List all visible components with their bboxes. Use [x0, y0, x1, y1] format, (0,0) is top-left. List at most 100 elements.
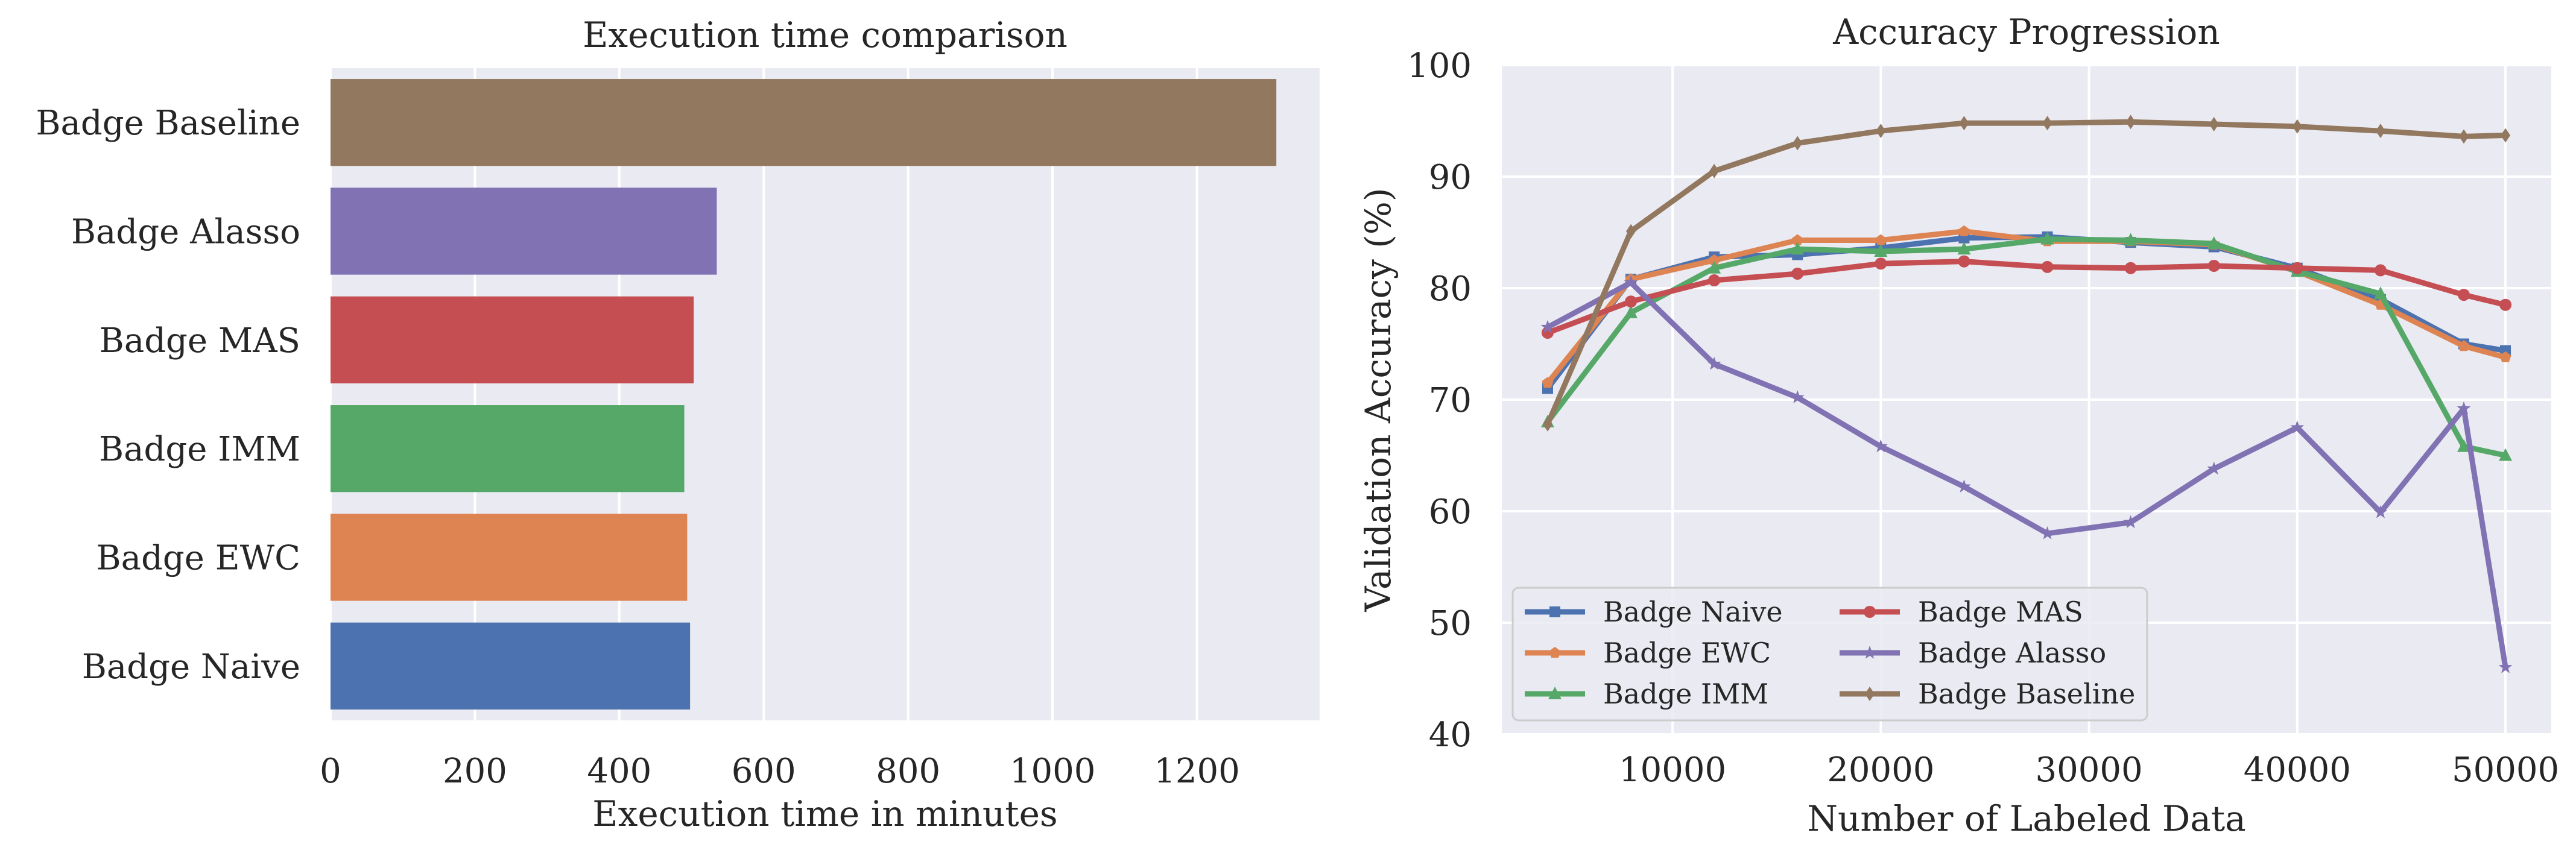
data-point-badge-imm	[2373, 286, 2387, 300]
line-y-tick-label: 60	[1429, 493, 1472, 532]
legend: Badge Naive Badge EWC Badge IMM Badge MAS Ba…	[1511, 587, 2148, 722]
line-x-tick-label: 50000	[2452, 751, 2559, 790]
legend-marker	[1549, 647, 1561, 658]
data-point-badge-imm	[1874, 244, 1888, 257]
data-point-badge-ewc	[1958, 225, 1970, 236]
bar-gridlines	[329, 68, 1198, 720]
data-point-badge-mas	[2124, 262, 2137, 274]
data-point-badge-mas	[1791, 267, 1804, 280]
data-point-badge-mas	[2207, 260, 2220, 272]
data-point-badge-imm	[1791, 242, 1805, 255]
bar-x-tick-labels: 0 200 400 600 800 1000 1200	[320, 752, 1240, 791]
line-y-tick-label: 40	[1429, 716, 1472, 755]
series-badge-baseline	[1542, 115, 2511, 432]
legend-label: Badge Alasso	[1918, 637, 2106, 669]
bar-y-tick-labels: Badge Baseline Badge Alasso Badge MAS Badge…	[36, 104, 300, 687]
data-point-badge-baseline	[2042, 116, 2052, 131]
bar-series	[331, 79, 1277, 710]
data-point-badge-imm	[2207, 236, 2221, 249]
data-point-badge-alasso	[1707, 356, 1721, 370]
data-point-badge-alasso	[2373, 505, 2388, 518]
legend-marker	[1862, 646, 1877, 659]
series-badge-mas	[1541, 255, 2512, 339]
line-x-tick-label: 20000	[1827, 751, 1934, 790]
data-point-badge-mas	[2374, 264, 2387, 277]
data-point-badge-baseline	[2501, 128, 2511, 143]
bar-x-tick-label: 600	[732, 752, 796, 791]
line-y-tick-labels: 40 50 60 70 80 90 100	[1407, 46, 1472, 755]
series-badge-imm	[1540, 231, 2513, 461]
bar-x-tick-label: 800	[876, 752, 940, 791]
data-point-badge-alasso	[2040, 526, 2054, 540]
line-y-axis-label: Validation Accuracy (%)	[1358, 187, 1399, 612]
data-point-badge-alasso	[2498, 660, 2513, 673]
line-y-tick-label: 50	[1429, 604, 1472, 643]
bar-x-tick-label: 0	[320, 752, 341, 791]
data-point-badge-baseline	[2459, 129, 2469, 144]
data-point-badge-alasso	[1624, 275, 1638, 289]
data-point-badge-mas	[2458, 289, 2470, 301]
line-y-tick-label: 70	[1429, 381, 1472, 420]
data-point-badge-baseline	[2375, 124, 2385, 139]
legend-box	[1511, 587, 2148, 722]
bar-x-tick-label: 1200	[1154, 752, 1240, 791]
data-point-badge-baseline	[1542, 417, 1552, 432]
data-point-badge-imm	[1957, 242, 1971, 255]
bar-y-tick-label: Badge Alasso	[71, 213, 300, 252]
bar-badge-naive	[331, 622, 691, 710]
data-point-badge-alasso	[1873, 439, 1888, 453]
accuracy-progression-chart: 10000 20000 30000 40000 50000 40 50 60 70 80 90 10…	[1358, 11, 2559, 839]
legend-marker	[1548, 687, 1562, 699]
bar-badge-alasso	[331, 187, 717, 275]
bar-x-tick-label: 400	[587, 752, 651, 791]
bar-badge-imm	[331, 405, 685, 493]
bar-plot-area	[331, 68, 1320, 720]
bar-y-tick-label: Badge Naive	[82, 647, 300, 687]
data-point-badge-alasso	[2457, 401, 2471, 415]
data-point-badge-alasso	[1957, 479, 1971, 493]
line-x-tick-label: 10000	[1619, 751, 1726, 790]
data-point-badge-imm	[1624, 305, 1638, 318]
data-point-badge-ewc	[2458, 340, 2470, 351]
data-point-badge-ewc	[1542, 377, 1554, 388]
bar-chart-title: Execution time comparison	[583, 14, 1068, 55]
line-x-tick-label: 40000	[2244, 751, 2351, 790]
bar-y-tick-label: Badge MAS	[100, 321, 300, 360]
data-point-badge-baseline	[1626, 224, 1636, 239]
execution-time-chart: 0 200 400 600 800 1000 1200 Badge BaselineBadg…	[36, 14, 1320, 834]
legend-item-badge-imm: Badge IMM	[1525, 678, 1768, 710]
data-point-badge-alasso	[2290, 420, 2305, 433]
data-point-badge-baseline	[1959, 116, 1969, 131]
legend-item-badge-baseline: Badge Baseline	[1840, 678, 2135, 710]
data-point-badge-alasso	[2124, 515, 2138, 529]
data-point-badge-mas	[2499, 298, 2512, 311]
legend-marker	[1549, 606, 1560, 617]
data-point-badge-mas	[2291, 262, 2303, 274]
data-point-badge-ewc	[1791, 234, 1803, 245]
line-chart-title: Accuracy Progression	[1832, 11, 2220, 52]
bar-y-tick-label: Badge Baseline	[36, 104, 300, 143]
data-point-badge-baseline	[2125, 115, 2136, 130]
data-point-badge-alasso	[2207, 461, 2221, 475]
bar-x-tick-label: 200	[443, 752, 507, 791]
bar-x-axis-label: Execution time in minutes	[592, 793, 1057, 834]
legend-item-badge-mas: Badge MAS	[1840, 596, 2083, 628]
legend-item-badge-ewc: Badge EWC	[1525, 637, 1771, 669]
data-point-badge-ewc	[1708, 254, 1720, 265]
data-point-badge-imm	[2499, 448, 2513, 461]
data-point-badge-baseline	[1709, 163, 1720, 178]
line-y-tick-label: 100	[1407, 46, 1472, 86]
data-point-badge-mas	[1708, 274, 1721, 287]
data-point-badge-baseline	[2292, 119, 2302, 134]
data-point-badge-baseline	[1793, 136, 1803, 151]
legend-label: Badge Naive	[1603, 596, 1783, 628]
data-point-badge-alasso	[1540, 319, 1555, 333]
data-point-badge-mas	[2041, 260, 2054, 273]
data-point-badge-baseline	[2209, 117, 2219, 132]
data-point-badge-alasso	[1790, 390, 1805, 403]
line-series	[1540, 115, 2513, 673]
line-x-tick-label: 30000	[2035, 751, 2142, 790]
data-point-badge-imm	[2124, 233, 2138, 246]
legend-label: Badge IMM	[1603, 678, 1768, 710]
